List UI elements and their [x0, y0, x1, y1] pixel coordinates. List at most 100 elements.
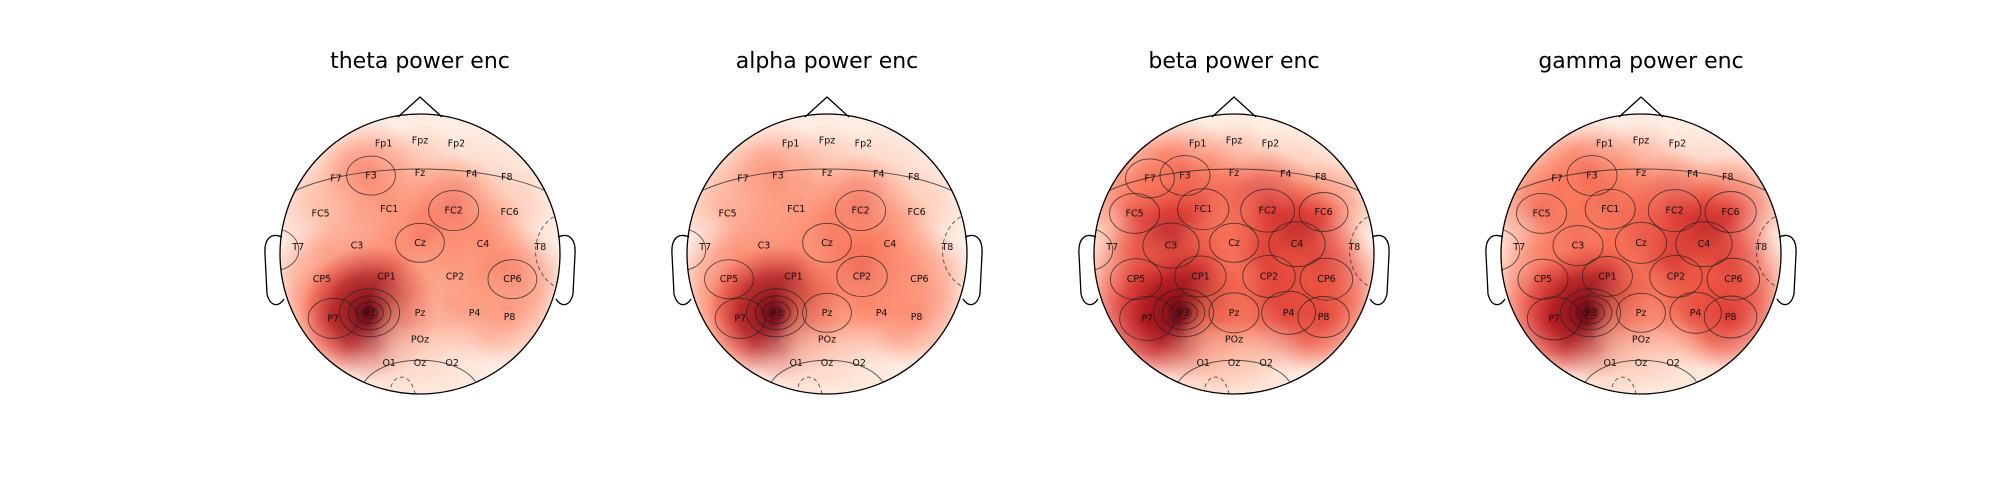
electrode-label-c4: C4 [477, 239, 490, 250]
contour-line [1584, 188, 1636, 230]
electrode-label-oz: Oz [1228, 358, 1240, 369]
electrode-label-cp5: CP5 [313, 274, 331, 285]
electrode-label-fp2: Fp2 [448, 138, 466, 149]
contour-line [1298, 192, 1349, 232]
electrode-label-fc6: FC6 [501, 207, 519, 218]
electrode-label-t7: T7 [291, 242, 304, 253]
electrode-label-c3: C3 [351, 241, 364, 252]
contour-line [1261, 290, 1316, 335]
electrode-label-t8: T8 [940, 242, 953, 253]
contour-line [1142, 222, 1200, 269]
electrode-label-f3: F3 [772, 171, 784, 182]
contour-line [1616, 292, 1666, 333]
electrode-label-p8: P8 [911, 312, 923, 323]
panel-title: alpha power enc [736, 49, 919, 74]
electrode-label-cz: Cz [821, 238, 833, 249]
electrode-label-c3: C3 [1165, 241, 1178, 252]
electrode-label-t8: T8 [1754, 242, 1767, 253]
electrode-label-p3: P3 [1585, 308, 1597, 319]
electrode-label-fc6: FC6 [908, 207, 926, 218]
electrode-label-t7: T7 [1105, 242, 1118, 253]
contour-line [1240, 188, 1295, 233]
contour-line [1177, 188, 1230, 231]
electrode-label-fp1: Fp1 [1596, 138, 1614, 149]
electrode-label-f7: F7 [1551, 173, 1563, 184]
electrode-label-poz: POz [1225, 334, 1243, 345]
contour-line [766, 359, 888, 394]
electrode-label-o2: O2 [1259, 358, 1273, 369]
electrode-label-fz: Fz [1229, 168, 1239, 179]
contour-line-dashed [535, 213, 560, 290]
contour-line [395, 222, 445, 263]
electrode-label-oz: Oz [414, 358, 426, 369]
electrode-label-p3: P3 [364, 308, 376, 319]
contour-line [1119, 295, 1176, 341]
electrode-label-fc2: FC2 [852, 206, 870, 217]
electrode-label-f4: F4 [1280, 169, 1292, 180]
head-outline [1078, 96, 1390, 395]
contour-line [1647, 189, 1702, 233]
electrode-label-poz: POz [411, 334, 429, 345]
contour-line [1704, 191, 1757, 233]
contour-line [1669, 291, 1722, 334]
electrode-label-cp1: CP1 [1191, 271, 1209, 282]
electrode-label-pz: Pz [415, 308, 426, 319]
contour-line [802, 222, 852, 263]
nose-outline [1211, 96, 1257, 118]
contour-line [355, 301, 384, 325]
electrode-label-cp2: CP2 [446, 271, 464, 282]
nose-outline [1618, 96, 1664, 118]
heatmap-surface [687, 114, 967, 394]
electrode-label-oz: Oz [821, 358, 833, 369]
electrode-label-cp2: CP2 [853, 271, 871, 282]
contour-line [1173, 359, 1295, 394]
electrode-label-f3: F3 [365, 171, 377, 182]
electrode-label-fc5: FC5 [1126, 208, 1144, 219]
electrode-label-cp1: CP1 [377, 271, 395, 282]
contour-line [428, 190, 480, 232]
topomap-panel-gamma: gamma power enc Fp1 Fpz Fp2 F7 F3 Fz F4 F8 FC5 FC… [1485, 49, 1797, 395]
contour-line [1094, 228, 1113, 271]
contour-line [1552, 225, 1604, 267]
electrode-label-f8: F8 [1315, 172, 1327, 183]
electrode-label-o1: O1 [789, 358, 803, 369]
head-circle [279, 113, 561, 395]
contour-line [1703, 295, 1758, 339]
electrode-label-f8: F8 [1722, 172, 1734, 183]
electrode-label-fc6: FC6 [1722, 207, 1740, 218]
electrode-label-cz: Cz [1635, 238, 1647, 249]
electrode-label-p3: P3 [771, 308, 783, 319]
contour-line [361, 306, 378, 320]
contour-line [1175, 306, 1192, 320]
electrode-label-fc1: FC1 [1194, 204, 1212, 215]
electrode-label-f7: F7 [330, 173, 342, 184]
electrode-label-fc6: FC6 [1315, 207, 1333, 218]
electrode-label-cp6: CP6 [503, 274, 521, 285]
electrode-label-fc5: FC5 [1533, 208, 1551, 219]
panel-title: beta power enc [1148, 49, 1319, 74]
contour-line [836, 255, 888, 298]
right-ear-outline [1776, 234, 1797, 306]
contour-line [347, 295, 392, 331]
head-outline [264, 96, 576, 395]
electrode-label-t8: T8 [533, 242, 546, 253]
electrode-label-t7: T7 [1512, 242, 1525, 253]
electrode-label-cz: Cz [414, 238, 426, 249]
electrode-label-o1: O1 [1603, 358, 1617, 369]
electrode-label-p4: P4 [1283, 308, 1295, 319]
electrode-label-c3: C3 [758, 241, 771, 252]
contour-line [1094, 168, 1374, 200]
electrode-label-fpz: Fpz [412, 136, 428, 147]
contour-line [1675, 221, 1733, 268]
nose-outline [804, 96, 850, 118]
contour-line [746, 288, 808, 338]
electrode-label-p8: P8 [504, 312, 516, 323]
electrode-label-cp2: CP2 [1260, 271, 1278, 282]
contour-line [687, 228, 706, 271]
electrode-label-cz: Cz [1228, 238, 1240, 249]
electrode-label-fz: Fz [415, 168, 425, 179]
left-ear-outline [1078, 234, 1099, 306]
contour-line-dashed [389, 376, 416, 394]
electrode-label-fc1: FC1 [380, 204, 398, 215]
